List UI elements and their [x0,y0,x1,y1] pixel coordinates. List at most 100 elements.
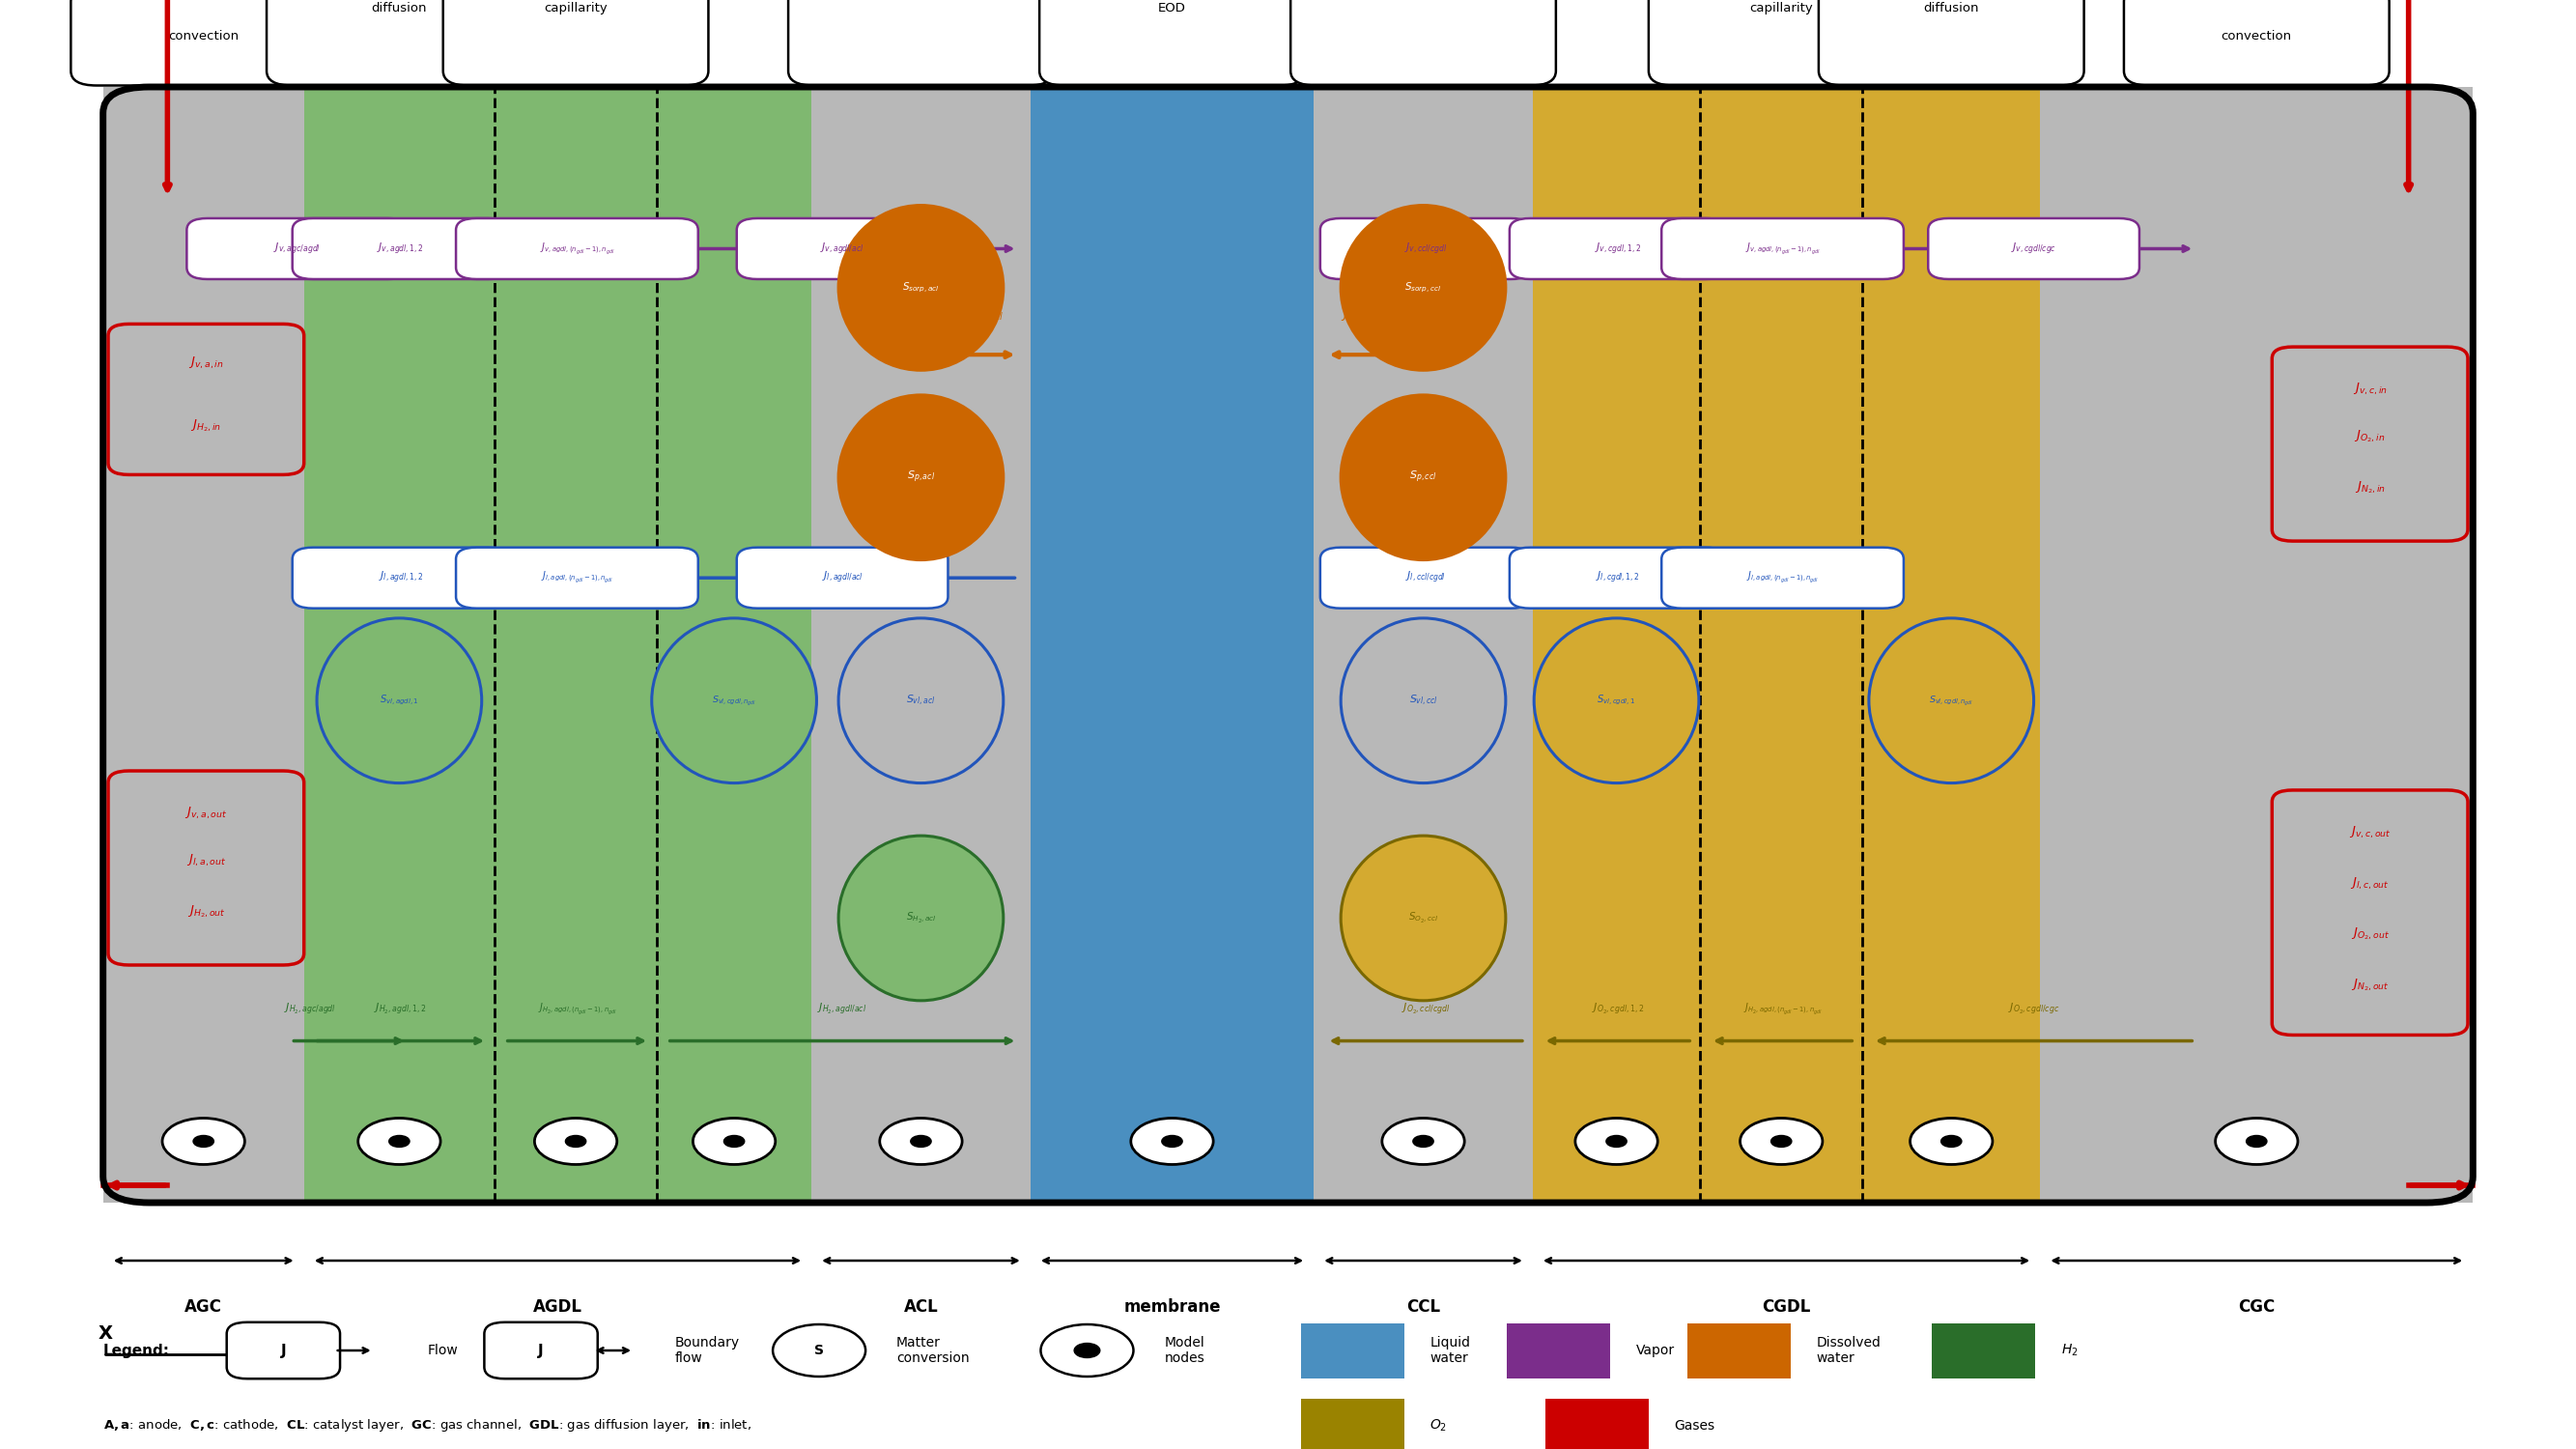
Circle shape [2215,1119,2298,1165]
Text: diffusion &
capillarity: diffusion & capillarity [541,0,611,14]
Text: . . . . . . .: . . . . . . . [531,580,621,598]
Circle shape [536,1119,618,1165]
Bar [1687,1323,1790,1378]
FancyBboxPatch shape [1819,0,2084,85]
Ellipse shape [1340,619,1504,782]
Circle shape [389,1136,410,1148]
Text: $J_{O_2,out}$: $J_{O_2,out}$ [2352,926,2388,942]
FancyBboxPatch shape [1510,548,1726,609]
Text: $\bf{A,a}$: anode,  $\bf{C,c}$: cathode,  $\bf{CL}$: catalyst layer,  $\bf{GC}$:: $\bf{A,a}$: anode, $\bf{C,c}$: cathode, … [103,1417,752,1435]
Text: Model
nodes: Model nodes [1164,1336,1206,1365]
Text: AGC: AGC [185,1298,222,1316]
Circle shape [1041,1324,1133,1377]
FancyBboxPatch shape [737,219,948,280]
Text: $J_{l,agdl,1,2}$: $J_{l,agdl,1,2}$ [379,569,422,585]
Ellipse shape [1340,206,1504,369]
Ellipse shape [652,619,817,782]
Text: $J_{H_2,agdl,(n_{gdl}-1),n_{gdl}}$: $J_{H_2,agdl,(n_{gdl}-1),n_{gdl}}$ [1744,1001,1821,1017]
FancyBboxPatch shape [1662,548,1904,609]
Text: $S_{vl,ccl}$: $S_{vl,ccl}$ [1409,693,1437,709]
Text: $J_{v,cgdl,1,2}$: $J_{v,cgdl,1,2}$ [1595,241,1641,256]
Text: $J_{l,agdl,(n_{gdl}-1),n_{gdl}}$: $J_{l,agdl,(n_{gdl}-1),n_{gdl}}$ [541,569,613,585]
Text: $O_2$: $O_2$ [1430,1419,1448,1433]
Text: Boundary
flow: Boundary flow [675,1336,739,1365]
FancyBboxPatch shape [1649,0,1914,85]
Text: $J_{H_2,agc/agdl}$: $J_{H_2,agc/agdl}$ [283,1001,337,1017]
Text: $J_{O_2,cgdl/cgc}$: $J_{O_2,cgdl/cgc}$ [2009,1001,2058,1017]
Circle shape [881,1119,963,1165]
Bar [1546,1398,1649,1449]
Ellipse shape [1533,619,1700,782]
Ellipse shape [1340,396,1504,559]
Circle shape [912,1136,933,1148]
Text: $J_{l,agdl/acl}$: $J_{l,agdl/acl}$ [822,569,863,585]
Ellipse shape [1870,619,2035,782]
Circle shape [1131,1119,1213,1165]
Text: Vapor: Vapor [1636,1343,1674,1358]
Ellipse shape [840,836,1005,1001]
Bar [811,87,1030,1203]
Text: $J_{l,a,out}$: $J_{l,a,out}$ [185,853,227,868]
Circle shape [162,1119,245,1165]
Text: $J_{mem,ccl}$: $J_{mem,ccl}$ [1340,306,1391,322]
Text: $J_{mem,acl}$: $J_{mem,acl}$ [953,306,1005,322]
Text: $J_{N_2,in}$: $J_{N_2,in}$ [2354,480,2385,496]
Text: $J_{l,cgdl,1,2}$: $J_{l,cgdl,1,2}$ [1595,569,1641,585]
Text: ACL: ACL [904,1298,938,1316]
Text: $J_{H_2,out}$: $J_{H_2,out}$ [188,903,224,920]
Text: $S_{p,acl}$: $S_{p,acl}$ [907,469,935,485]
Bar [1533,87,2040,1203]
FancyBboxPatch shape [456,219,698,280]
Circle shape [1074,1343,1100,1358]
Text: $J_{O_2,ccl/cgdl}$: $J_{O_2,ccl/cgdl}$ [1401,1001,1450,1017]
Circle shape [1574,1119,1659,1165]
Bar [1314,87,1533,1203]
Text: $J_{H_2,agdl,1,2}$: $J_{H_2,agdl,1,2}$ [374,1001,428,1017]
Text: convective-
diffusion: convective- diffusion [361,0,438,14]
Bar [1507,1323,1610,1378]
FancyBboxPatch shape [72,0,335,85]
Text: $J_{H_2,agdl/acl}$: $J_{H_2,agdl/acl}$ [817,1001,868,1017]
FancyBboxPatch shape [2272,346,2468,540]
FancyBboxPatch shape [294,219,510,280]
Circle shape [1741,1119,1824,1165]
Circle shape [1381,1119,1463,1165]
Ellipse shape [840,396,1005,559]
Text: convection: convection [2221,30,2293,42]
Ellipse shape [840,619,1005,782]
Circle shape [1607,1136,1628,1148]
Text: $S_{vl,cgdl,1}$: $S_{vl,cgdl,1}$ [1597,694,1636,707]
FancyBboxPatch shape [108,771,304,965]
Text: $S_{O_2,ccl}$: $S_{O_2,ccl}$ [1409,911,1437,926]
Text: $S_{H_2,acl}$: $S_{H_2,acl}$ [907,911,935,926]
Text: $S_{vl,agdl,1}$: $S_{vl,agdl,1}$ [379,694,420,707]
Circle shape [358,1119,440,1165]
Text: $J_{H_2,in}$: $J_{H_2,in}$ [191,417,222,433]
Text: $J_{v,agdl,(n_{gdl}-1),n_{gdl}}$: $J_{v,agdl,(n_{gdl}-1),n_{gdl}}$ [538,241,616,256]
Text: $J_{l,agdl,(n_{gdl}-1),n_{gdl}}$: $J_{l,agdl,(n_{gdl}-1),n_{gdl}}$ [1747,569,1819,585]
Text: $S_{sorp,ccl}$: $S_{sorp,ccl}$ [1404,281,1443,294]
Text: $J_{v,agdl,1,2}$: $J_{v,agdl,1,2}$ [376,241,425,256]
Text: CCL: CCL [1406,1298,1440,1316]
Bar [1030,87,1314,1203]
Text: $S_{vl,cgdl,n_{gdl}}$: $S_{vl,cgdl,n_{gdl}}$ [711,694,757,707]
FancyBboxPatch shape [268,0,533,85]
Circle shape [773,1324,866,1377]
Circle shape [1162,1136,1182,1148]
Text: J: J [281,1343,286,1358]
FancyBboxPatch shape [456,548,698,609]
Text: $J_{v,c,out}$: $J_{v,c,out}$ [2349,824,2391,840]
Text: AGDL: AGDL [533,1298,582,1316]
Text: $S_{vl,acl}$: $S_{vl,acl}$ [907,693,935,709]
FancyBboxPatch shape [484,1321,598,1379]
Circle shape [724,1136,744,1148]
Circle shape [1772,1136,1793,1148]
FancyBboxPatch shape [788,0,1054,85]
Text: CGC: CGC [2239,1298,2275,1316]
Text: $J_{v,cgdl/cgc}$: $J_{v,cgdl/cgc}$ [2012,241,2056,256]
Text: Gases: Gases [1674,1419,1716,1433]
Text: $J_{l,c,out}$: $J_{l,c,out}$ [2349,875,2391,891]
Text: $J_{v,a,in}$: $J_{v,a,in}$ [188,355,224,371]
Text: Legend:: Legend: [103,1343,170,1358]
FancyBboxPatch shape [1319,219,1530,280]
